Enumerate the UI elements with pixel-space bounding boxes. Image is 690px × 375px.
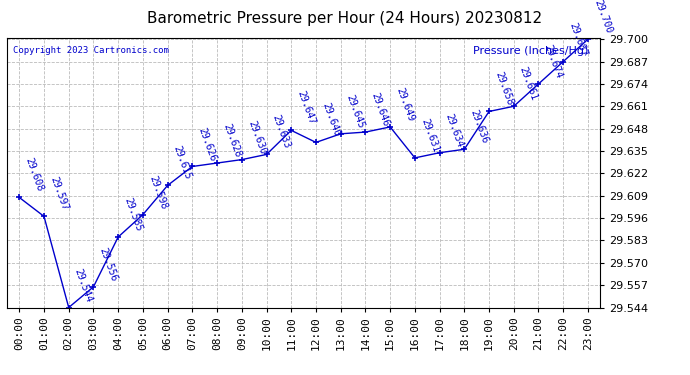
Text: 29.700: 29.700 xyxy=(592,0,613,35)
Text: 29.634: 29.634 xyxy=(444,112,465,148)
Text: 29.598: 29.598 xyxy=(147,174,168,210)
Text: 29.597: 29.597 xyxy=(48,176,70,212)
Text: 29.658: 29.658 xyxy=(493,71,515,107)
Text: 29.626: 29.626 xyxy=(197,126,218,162)
Text: 29.556: 29.556 xyxy=(97,246,119,283)
Text: 29.687: 29.687 xyxy=(567,21,589,57)
Text: Barometric Pressure per Hour (24 Hours) 20230812: Barometric Pressure per Hour (24 Hours) … xyxy=(148,11,542,26)
Text: 29.628: 29.628 xyxy=(221,122,243,159)
Text: 29.661: 29.661 xyxy=(518,66,540,102)
Text: 29.636: 29.636 xyxy=(469,109,490,145)
Text: 29.645: 29.645 xyxy=(345,93,366,130)
Text: 29.631: 29.631 xyxy=(419,117,440,154)
Text: Pressure (Inches/Hg): Pressure (Inches/Hg) xyxy=(473,46,589,56)
Text: 29.630: 29.630 xyxy=(246,119,268,155)
Text: 29.640: 29.640 xyxy=(320,102,342,138)
Text: 29.646: 29.646 xyxy=(370,92,391,128)
Text: 29.544: 29.544 xyxy=(73,267,95,303)
Text: 29.615: 29.615 xyxy=(172,145,193,181)
Text: Copyright 2023 Cartronics.com: Copyright 2023 Cartronics.com xyxy=(13,46,169,55)
Text: 29.608: 29.608 xyxy=(23,157,45,193)
Text: 29.585: 29.585 xyxy=(122,196,144,233)
Text: 29.633: 29.633 xyxy=(270,114,292,150)
Text: 29.674: 29.674 xyxy=(542,43,564,80)
Text: 29.649: 29.649 xyxy=(394,86,416,123)
Text: 29.647: 29.647 xyxy=(295,90,317,126)
